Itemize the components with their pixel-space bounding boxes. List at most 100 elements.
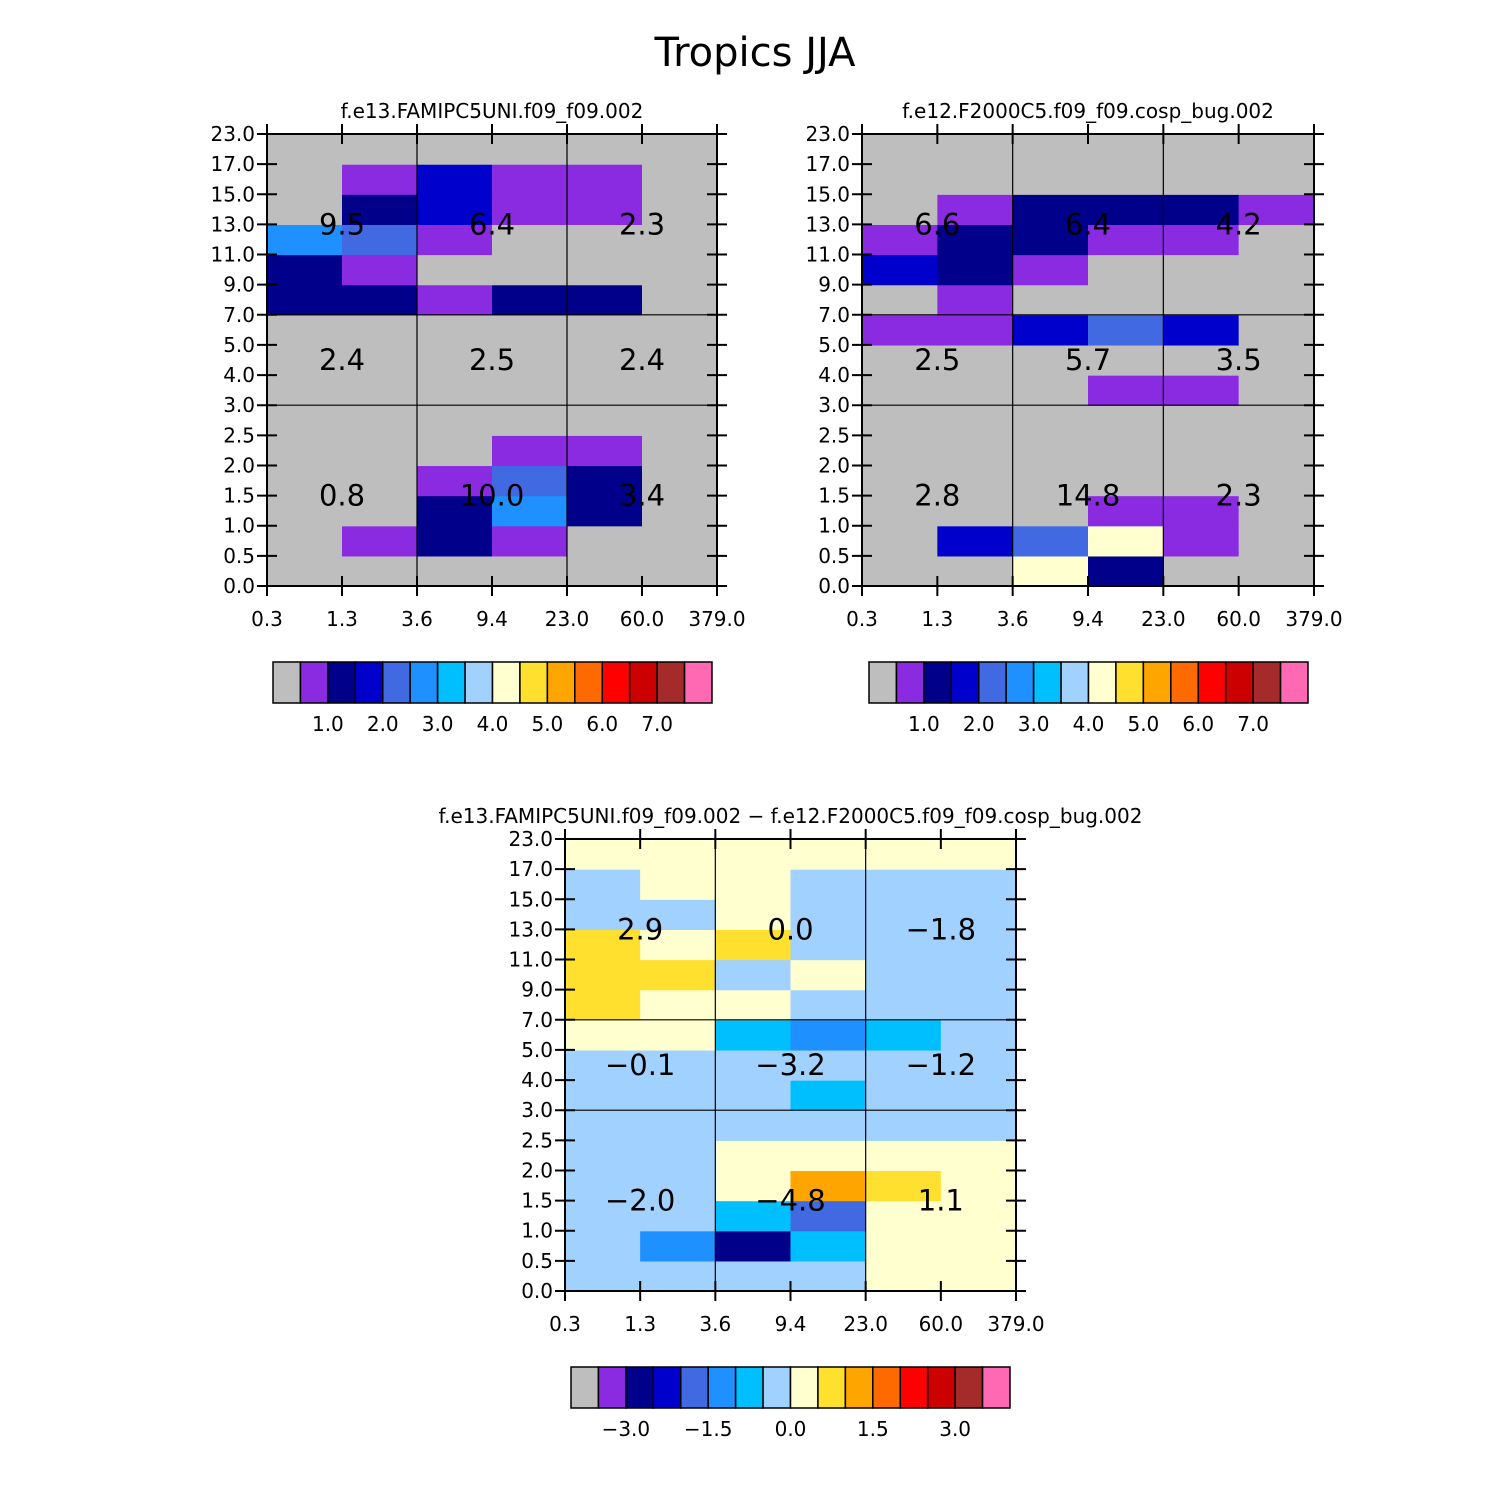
heatmap-cell <box>1238 344 1315 376</box>
x-tick-label: 1.3 <box>921 607 953 631</box>
colorbar-swatch <box>789 1366 819 1409</box>
heatmap-cell <box>565 959 641 991</box>
heatmap-cell <box>342 344 418 376</box>
heatmap-cell <box>865 839 942 870</box>
colorbar-label: 4.0 <box>477 712 509 736</box>
colorbar-label: 5.0 <box>531 712 563 736</box>
region-value-label: −3.2 <box>755 1048 825 1082</box>
y-tick-label: 7.0 <box>223 303 255 327</box>
heatmap-cell <box>1238 435 1315 467</box>
heatmap-cell <box>567 375 643 406</box>
heatmap-cell <box>1088 194 1164 225</box>
colorbar-swatch <box>1142 661 1172 704</box>
heatmap-cell <box>862 405 938 436</box>
heatmap-cell <box>1163 405 1240 436</box>
heatmap-cell <box>1012 164 1089 195</box>
heatmap-cell <box>937 164 1014 195</box>
y-tick-label: 0.5 <box>521 1249 553 1273</box>
colorbar-swatch <box>683 661 713 704</box>
heatmap-cell <box>715 1080 792 1111</box>
y-tick-label: 7.0 <box>521 1008 553 1032</box>
heatmap-cell <box>492 555 568 587</box>
heatmap-cell <box>567 555 643 587</box>
colorbar-swatch <box>1005 661 1035 704</box>
heatmap-cell <box>1088 525 1164 557</box>
heatmap-cell <box>1163 525 1240 557</box>
colorbar-swatch <box>926 1366 956 1409</box>
heatmap-cell <box>862 344 938 376</box>
colorbar-label: −1.5 <box>684 1417 733 1441</box>
y-tick-label: 17.0 <box>805 152 850 176</box>
colorbar-swatch <box>899 1366 929 1409</box>
heatmap-cell <box>342 375 418 406</box>
colorbar-label: 1.0 <box>312 712 344 736</box>
region-value-label: 6.4 <box>1065 207 1111 241</box>
colorbar-swatch <box>762 1366 792 1409</box>
heatmap-cell <box>937 194 1014 225</box>
heatmap-cell <box>267 405 343 436</box>
heatmap-cell <box>492 314 568 346</box>
heatmap-cell <box>640 1170 716 1202</box>
y-tick-label: 1.5 <box>521 1189 553 1213</box>
y-tick-label: 1.5 <box>223 484 255 508</box>
heatmap-cell <box>567 194 643 225</box>
heatmap-cell <box>417 134 493 165</box>
heatmap-cell <box>642 314 718 346</box>
heatmap-cell <box>565 839 641 870</box>
heatmap-cell <box>267 134 343 165</box>
heatmap-cell <box>417 375 493 406</box>
heatmap-cell <box>865 1170 942 1202</box>
y-tick-label: 1.0 <box>521 1219 553 1243</box>
heatmap-cell <box>865 959 942 991</box>
region-value-label: 3.4 <box>619 479 665 513</box>
colorbar-swatch <box>299 661 329 704</box>
x-tick-label: 379.0 <box>987 1312 1044 1336</box>
heatmap-cell <box>417 465 493 497</box>
heatmap-cell <box>642 405 718 436</box>
colorbar-swatch <box>272 661 302 704</box>
colorbar-swatch <box>601 661 631 704</box>
region-value-label: 2.5 <box>469 343 515 377</box>
region-value-label: −4.8 <box>755 1184 825 1218</box>
x-tick-label: 3.6 <box>699 1312 731 1336</box>
heatmap-cell <box>940 1019 1017 1051</box>
heatmap-cell <box>642 555 718 587</box>
heatmap-cell <box>565 1140 641 1172</box>
colorbar-swatch <box>954 1366 984 1409</box>
heatmap-cell <box>715 929 792 961</box>
heatmap-cell <box>342 465 418 497</box>
heatmap-cell <box>1238 555 1315 587</box>
region-value-label: 9.5 <box>319 207 365 241</box>
heatmap-cell <box>940 1140 1017 1172</box>
figure-title: Tropics JJA <box>654 30 857 76</box>
heatmap-cell <box>567 435 643 467</box>
region-value-label: 2.4 <box>619 343 665 377</box>
heatmap-cell <box>790 1170 867 1202</box>
heatmap-cell <box>417 344 493 376</box>
colorbar-swatch <box>734 1366 764 1409</box>
y-tick-label: 11.0 <box>210 243 255 267</box>
colorbar-label: 2.0 <box>963 712 995 736</box>
heatmap-cell <box>565 1049 641 1081</box>
y-tick-label: 3.0 <box>818 393 850 417</box>
colorbar-swatch <box>1197 661 1227 704</box>
heatmap-cell <box>567 344 643 376</box>
heatmap-cell <box>1012 344 1089 376</box>
y-tick-label: 13.0 <box>805 212 850 236</box>
heatmap-cell <box>1088 314 1164 346</box>
heatmap-cell <box>790 1080 867 1111</box>
heatmap-cell <box>937 344 1014 376</box>
heatmap-cell <box>417 224 493 256</box>
heatmap-cell <box>642 344 718 376</box>
heatmap-cell <box>862 555 938 587</box>
heatmap-cell <box>1238 164 1315 195</box>
heatmap-cell <box>640 989 716 1021</box>
heatmap-cell <box>1012 495 1089 527</box>
y-tick-label: 4.0 <box>818 363 850 387</box>
heatmap-cell <box>417 435 493 467</box>
heatmap-cell <box>1088 465 1164 497</box>
heatmap-cell <box>492 465 568 497</box>
heatmap-cell <box>865 1230 942 1262</box>
heatmap-cell <box>790 1200 867 1232</box>
